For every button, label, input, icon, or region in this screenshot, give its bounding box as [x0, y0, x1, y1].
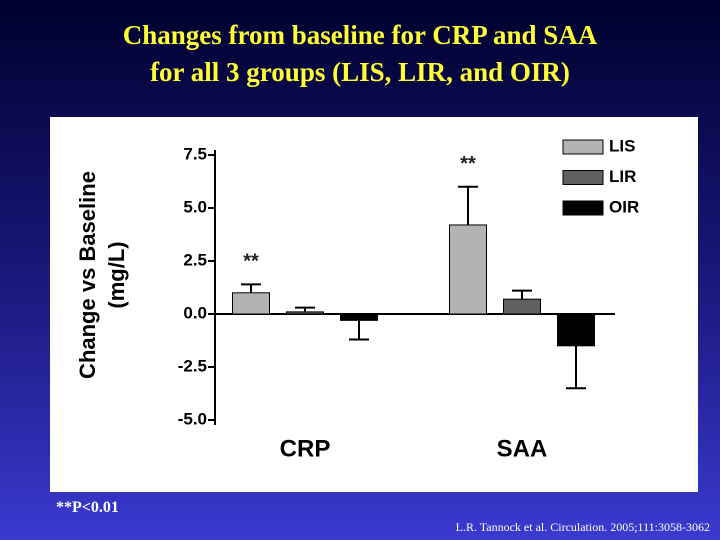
y-tick-label: 5.0: [183, 197, 207, 216]
x-tick-label: CRP: [280, 435, 331, 462]
error-bar: [566, 345, 586, 390]
y-axis-label: Change vs Baseline: [75, 171, 100, 379]
legend-swatch: [562, 200, 604, 216]
bar: [557, 313, 595, 347]
legend-label: LIR: [609, 167, 636, 186]
y-tick-label: -2.5: [178, 356, 207, 375]
significance-label: **: [460, 153, 476, 175]
bar: [232, 292, 270, 315]
legend-swatch: [562, 170, 604, 185]
x-tick-label: SAA: [497, 435, 548, 462]
y-axis-unit: (mg/L): [104, 241, 129, 308]
error-bar: [512, 289, 532, 300]
legend-label: OIR: [609, 197, 639, 216]
y-tick-label: 7.5: [183, 144, 207, 163]
bar: [503, 298, 541, 315]
error-bar: [295, 306, 315, 312]
error-bar: [241, 283, 261, 293]
bar: [286, 311, 324, 315]
footnote: **P<0.01: [56, 499, 119, 516]
title-line: for all 3 groups (LIS, LIR, and OIR): [150, 57, 570, 87]
y-tick-label: 0.0: [183, 303, 207, 322]
title-line: Changes from baseline for CRP and SAA: [122, 20, 598, 50]
source: L.R. Tannock et al. Circulation. 2005;11…: [455, 520, 710, 534]
legend-label: LIS: [609, 136, 635, 155]
legend-swatch: [562, 139, 604, 155]
y-tick-label: -5.0: [178, 409, 207, 428]
y-tick-label: 2.5: [183, 250, 207, 269]
bar: [340, 313, 378, 321]
error-bar: [458, 185, 478, 225]
error-bar: [349, 320, 369, 341]
significance-label: **: [243, 251, 259, 273]
bar: [449, 224, 487, 315]
